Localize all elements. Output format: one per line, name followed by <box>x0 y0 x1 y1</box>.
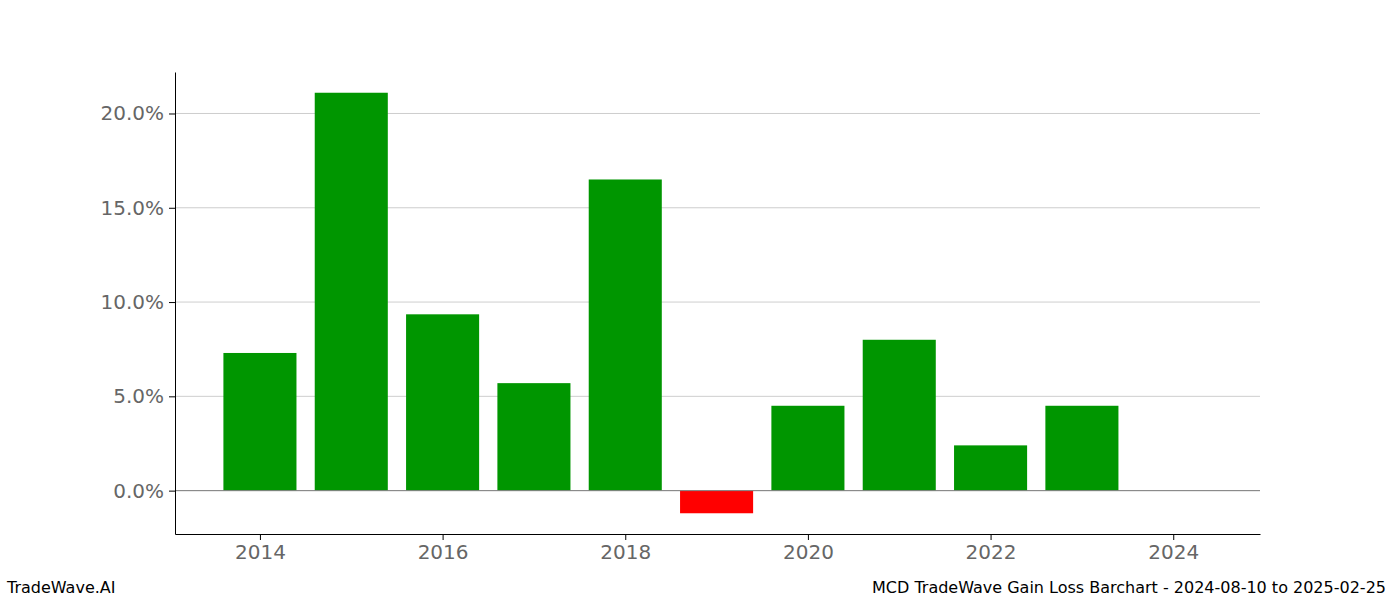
tick: 2020 <box>783 534 834 564</box>
tick: 2014 <box>235 534 286 564</box>
tick-mark <box>260 534 261 540</box>
tick: 15.0% <box>100 196 175 220</box>
tick-label: 20.0% <box>100 101 164 125</box>
tick-mark <box>169 302 175 303</box>
tick-mark <box>443 534 444 540</box>
bar <box>863 340 936 491</box>
tick-label: 2022 <box>966 540 1017 564</box>
bar <box>954 445 1027 490</box>
tick: 10.0% <box>100 290 175 314</box>
tick: 2016 <box>418 534 469 564</box>
tick-label: 2024 <box>1148 540 1199 564</box>
tick-mark <box>808 534 809 540</box>
tick-label: 5.0% <box>113 384 164 408</box>
tick-mark <box>1173 534 1174 540</box>
bar <box>771 406 844 491</box>
axis-line <box>175 73 176 535</box>
x-axis: 2014 2016 2018 2020 2022 2024 <box>176 534 1261 564</box>
bar <box>497 383 570 490</box>
tick: 2022 <box>966 534 1017 564</box>
chart: 0.0%5.0%10.0%15.0%20.0%20142016201820202… <box>0 0 1400 600</box>
axis-line <box>176 534 1261 535</box>
tick-mark <box>169 491 175 492</box>
tick-label: 2014 <box>235 540 286 564</box>
annotation: TradeWave.AI <box>6 578 115 597</box>
tick-mark <box>169 396 175 397</box>
title: MCD TradeWave Gain Loss Barchart - 2024-… <box>872 578 1386 597</box>
tick: 5.0% <box>113 384 175 408</box>
tick-mark <box>169 113 175 114</box>
tick-label: 10.0% <box>100 290 164 314</box>
tick-label: 2018 <box>600 540 651 564</box>
grid-line <box>175 490 1260 491</box>
tick-label: 2020 <box>783 540 834 564</box>
bar <box>1045 406 1118 491</box>
bar <box>315 93 388 491</box>
bar <box>406 314 479 490</box>
tick: 20.0% <box>100 101 175 125</box>
y-axis: 0.0% 5.0% 10.0% 15.0% 20.0% <box>100 73 175 535</box>
bars <box>175 93 1260 514</box>
tick-mark <box>169 208 175 209</box>
tick-label: 0.0% <box>113 479 164 503</box>
tick-mark <box>625 534 626 540</box>
tick-mark <box>991 534 992 540</box>
tick-label: 15.0% <box>100 196 164 220</box>
bar <box>680 491 753 514</box>
tick: 2018 <box>600 534 651 564</box>
bar <box>589 179 662 490</box>
bar <box>223 353 296 491</box>
tick-label: 2016 <box>418 540 469 564</box>
zero-line <box>175 490 1260 491</box>
tick: 0.0% <box>113 479 175 503</box>
tick: 2024 <box>1148 534 1199 564</box>
